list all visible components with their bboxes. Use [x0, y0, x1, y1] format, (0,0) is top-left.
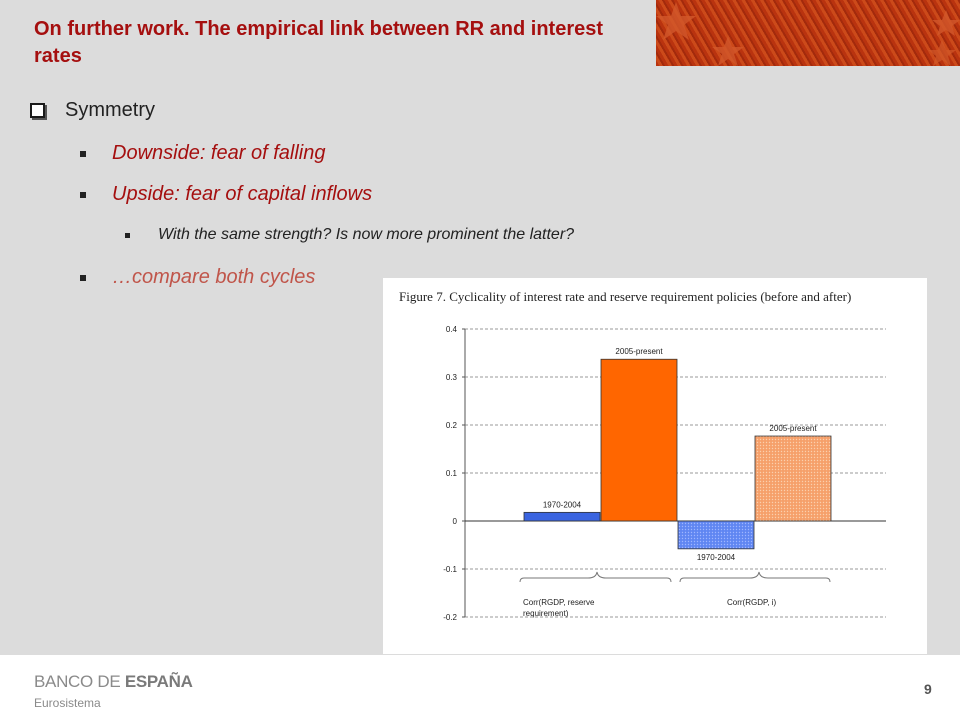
checkbox-bullet-icon	[30, 103, 45, 118]
bullet-text: With the same strength? Is now more prom…	[158, 226, 575, 243]
banco-de-espana-logo: BANCO DE ESPAÑA Eurosistema	[34, 672, 193, 710]
brace-group2	[679, 571, 831, 583]
bullet-text: Downside: fear of falling	[112, 142, 326, 164]
bar	[677, 520, 755, 550]
bar-label: 2005-present	[769, 424, 817, 433]
group2-label: Corr(RGDP, i)	[727, 598, 777, 607]
group1-label-line1: Corr(RGDP, reserve	[523, 598, 595, 607]
bar	[523, 511, 601, 522]
slide-title: On further work. The empirical link betw…	[34, 18, 604, 67]
bullet-upside: Upside: fear of capital inflows	[80, 183, 372, 206]
square-bullet-icon	[125, 232, 130, 238]
page-number: 9	[924, 681, 932, 697]
group1-label-line2: requirement)	[523, 609, 569, 618]
bar	[600, 358, 678, 522]
y-tick-label: 0.4	[446, 325, 458, 334]
bar-label: 1970-2004	[543, 500, 582, 509]
bullet-text: …compare both cycles	[112, 266, 316, 288]
y-tick-label: 0.2	[446, 421, 458, 430]
square-bullet-icon	[80, 274, 86, 281]
logo-wordmark: BANCO DE ESPAÑA	[34, 672, 193, 691]
logo-subtitle: Eurosistema	[34, 696, 101, 710]
square-bullet-icon	[80, 191, 86, 198]
figure-caption: Figure 7. Cyclicality of interest rate a…	[399, 289, 852, 304]
bullet-text: Symmetry	[65, 99, 155, 121]
bar	[754, 435, 832, 522]
eu-stars-banner	[656, 0, 960, 66]
y-tick-label: 0	[453, 517, 458, 526]
y-tick-label: -0.1	[443, 565, 457, 574]
bullet-downside: Downside: fear of falling	[80, 142, 325, 165]
bullet-symmetry: Symmetry	[30, 99, 155, 122]
square-bullet-icon	[80, 150, 86, 157]
bullet-compare: …compare both cycles	[80, 266, 315, 289]
bullet-same-strength: With the same strength? Is now more prom…	[125, 226, 574, 244]
bar-label: 2005-present	[615, 347, 663, 356]
y-tick-label: -0.2	[443, 613, 457, 622]
y-tick-label: 0.3	[446, 373, 458, 382]
bullet-text: Upside: fear of capital inflows	[112, 183, 373, 205]
brace-group1	[519, 571, 672, 583]
stars-decoration	[656, 2, 960, 66]
y-tick-label: 0.1	[446, 469, 458, 478]
bar-label: 1970-2004	[697, 553, 736, 562]
